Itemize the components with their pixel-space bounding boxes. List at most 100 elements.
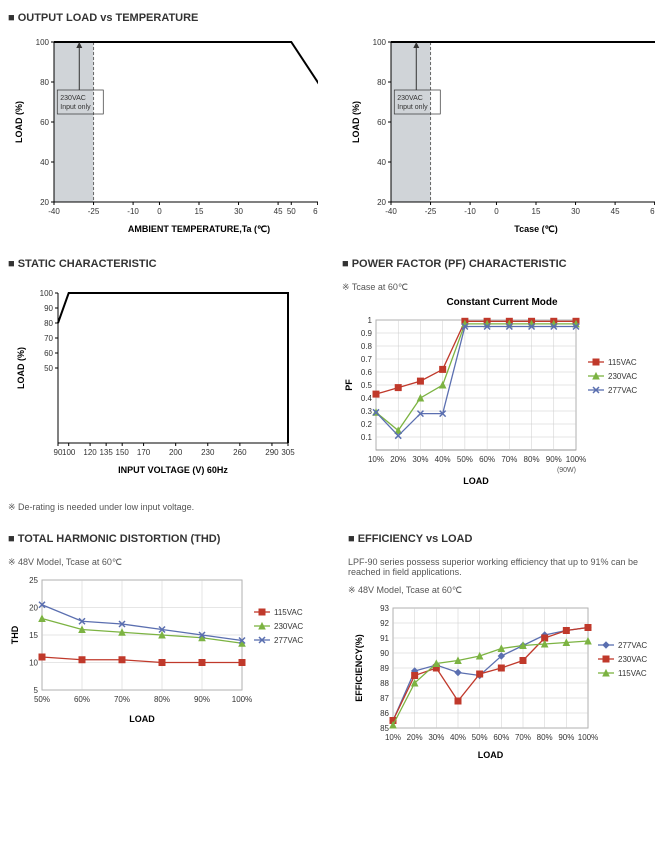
svg-text:230VAC: 230VAC (274, 622, 303, 631)
chart-temp-tcase: 20406080100-40-25-1001530456070230VACInp… (345, 32, 662, 242)
svg-text:-25: -25 (425, 207, 437, 216)
svg-text:60%: 60% (479, 455, 495, 464)
svg-text:100: 100 (62, 448, 76, 457)
svg-text:30: 30 (234, 207, 243, 216)
svg-text:0.7: 0.7 (361, 355, 373, 364)
svg-text:88: 88 (380, 679, 389, 688)
svg-text:15: 15 (195, 207, 204, 216)
svg-text:LOAD: LOAD (463, 476, 489, 486)
svg-text:0.3: 0.3 (361, 407, 373, 416)
svg-text:40%: 40% (435, 455, 451, 464)
section-static: STATIC CHARACTERISTIC 506070809010090100… (8, 254, 322, 517)
svg-text:PF: PF (344, 379, 354, 391)
header-thd: TOTAL HARMONIC DISTORTION (THD) (8, 533, 328, 545)
svg-text:15: 15 (532, 207, 541, 216)
svg-text:10: 10 (29, 659, 38, 668)
note-static: ※ De-rating is needed under low input vo… (8, 502, 322, 513)
svg-text:LOAD: LOAD (129, 714, 155, 724)
svg-text:60: 60 (313, 207, 318, 216)
header-output-load-temp: OUTPUT LOAD vs TEMPERATURE (8, 12, 662, 24)
note-eff: ※ 48V Model, Tcase at 60℃ (348, 585, 668, 596)
svg-text:0.8: 0.8 (361, 342, 373, 351)
svg-text:50%: 50% (34, 695, 50, 704)
svg-text:30%: 30% (428, 733, 444, 742)
svg-text:INPUT VOLTAGE (V) 60Hz: INPUT VOLTAGE (V) 60Hz (118, 465, 228, 475)
svg-text:100: 100 (36, 38, 50, 47)
svg-text:89: 89 (380, 664, 389, 673)
svg-text:0.4: 0.4 (361, 394, 373, 403)
svg-text:305: 305 (281, 448, 295, 457)
svg-text:230VAC: 230VAC (608, 372, 637, 381)
svg-text:45: 45 (274, 207, 283, 216)
svg-text:0.9: 0.9 (361, 329, 373, 338)
svg-text:70%: 70% (501, 455, 517, 464)
svg-text:90%: 90% (546, 455, 562, 464)
svg-text:40%: 40% (450, 733, 466, 742)
svg-text:170: 170 (137, 448, 151, 457)
svg-text:93: 93 (380, 604, 389, 613)
svg-text:277VAC: 277VAC (608, 386, 637, 395)
svg-text:80: 80 (377, 78, 386, 87)
svg-text:20: 20 (29, 604, 38, 613)
svg-text:200: 200 (169, 448, 183, 457)
svg-text:260: 260 (233, 448, 247, 457)
svg-text:90: 90 (380, 649, 389, 658)
svg-text:20%: 20% (407, 733, 423, 742)
title-pf: Constant Current Mode (342, 297, 662, 308)
svg-text:Tcase (℃): Tcase (℃) (514, 224, 557, 234)
svg-text:45: 45 (611, 207, 620, 216)
svg-text:0.2: 0.2 (361, 420, 373, 429)
svg-text:10%: 10% (385, 733, 401, 742)
svg-text:115VAC: 115VAC (274, 608, 303, 617)
svg-text:EFFICIENCY(%): EFFICIENCY(%) (354, 634, 364, 702)
svg-text:87: 87 (380, 694, 389, 703)
svg-text:70%: 70% (515, 733, 531, 742)
svg-text:30: 30 (571, 207, 580, 216)
svg-text:60: 60 (44, 349, 53, 358)
svg-text:40: 40 (40, 158, 49, 167)
svg-text:Input only: Input only (397, 104, 428, 111)
header-pf: POWER FACTOR (PF) CHARACTERISTIC (342, 258, 662, 270)
svg-text:-10: -10 (127, 207, 139, 216)
svg-text:230VAC: 230VAC (397, 95, 423, 102)
section-thd: TOTAL HARMONIC DISTORTION (THD) ※ 48V Mo… (8, 529, 328, 780)
svg-text:290: 290 (265, 448, 279, 457)
section-pf: POWER FACTOR (PF) CHARACTERISTIC ※ Tcase… (342, 254, 662, 517)
svg-text:100%: 100% (566, 455, 586, 464)
svg-text:15: 15 (29, 631, 38, 640)
svg-text:0.5: 0.5 (361, 381, 373, 390)
svg-text:100: 100 (40, 289, 54, 298)
svg-text:20%: 20% (390, 455, 406, 464)
svg-text:50%: 50% (472, 733, 488, 742)
svg-text:277VAC: 277VAC (274, 636, 303, 645)
svg-text:91: 91 (380, 634, 389, 643)
svg-text:50: 50 (44, 364, 53, 373)
svg-text:LOAD (%): LOAD (%) (351, 101, 361, 143)
svg-text:AMBIENT TEMPERATURE,Ta (℃): AMBIENT TEMPERATURE,Ta (℃) (128, 224, 270, 234)
svg-text:150: 150 (116, 448, 130, 457)
header-static: STATIC CHARACTERISTIC (8, 258, 322, 270)
note-thd: ※ 48V Model, Tcase at 60℃ (8, 557, 328, 568)
svg-text:50: 50 (287, 207, 296, 216)
svg-text:80%: 80% (537, 733, 553, 742)
svg-text:230: 230 (201, 448, 215, 457)
svg-text:(90W): (90W) (557, 467, 576, 474)
svg-text:0.1: 0.1 (361, 433, 373, 442)
svg-text:85: 85 (380, 724, 389, 733)
svg-text:90%: 90% (194, 695, 210, 704)
section-output-load-temp: OUTPUT LOAD vs TEMPERATURE 20406080100-4… (8, 12, 662, 242)
svg-text:10%: 10% (368, 455, 384, 464)
svg-text:60: 60 (40, 118, 49, 127)
svg-text:100: 100 (373, 38, 387, 47)
svg-text:20: 20 (377, 198, 386, 207)
svg-text:277VAC: 277VAC (618, 641, 647, 650)
svg-text:40: 40 (377, 158, 386, 167)
svg-text:60%: 60% (74, 695, 90, 704)
svg-text:80%: 80% (524, 455, 540, 464)
svg-text:Input only: Input only (60, 104, 91, 111)
svg-text:0: 0 (494, 207, 499, 216)
desc-eff: LPF-90 series possess superior working e… (348, 557, 668, 577)
svg-text:100%: 100% (578, 733, 598, 742)
svg-text:100%: 100% (232, 695, 252, 704)
note-pf: ※ Tcase at 60℃ (342, 282, 662, 293)
